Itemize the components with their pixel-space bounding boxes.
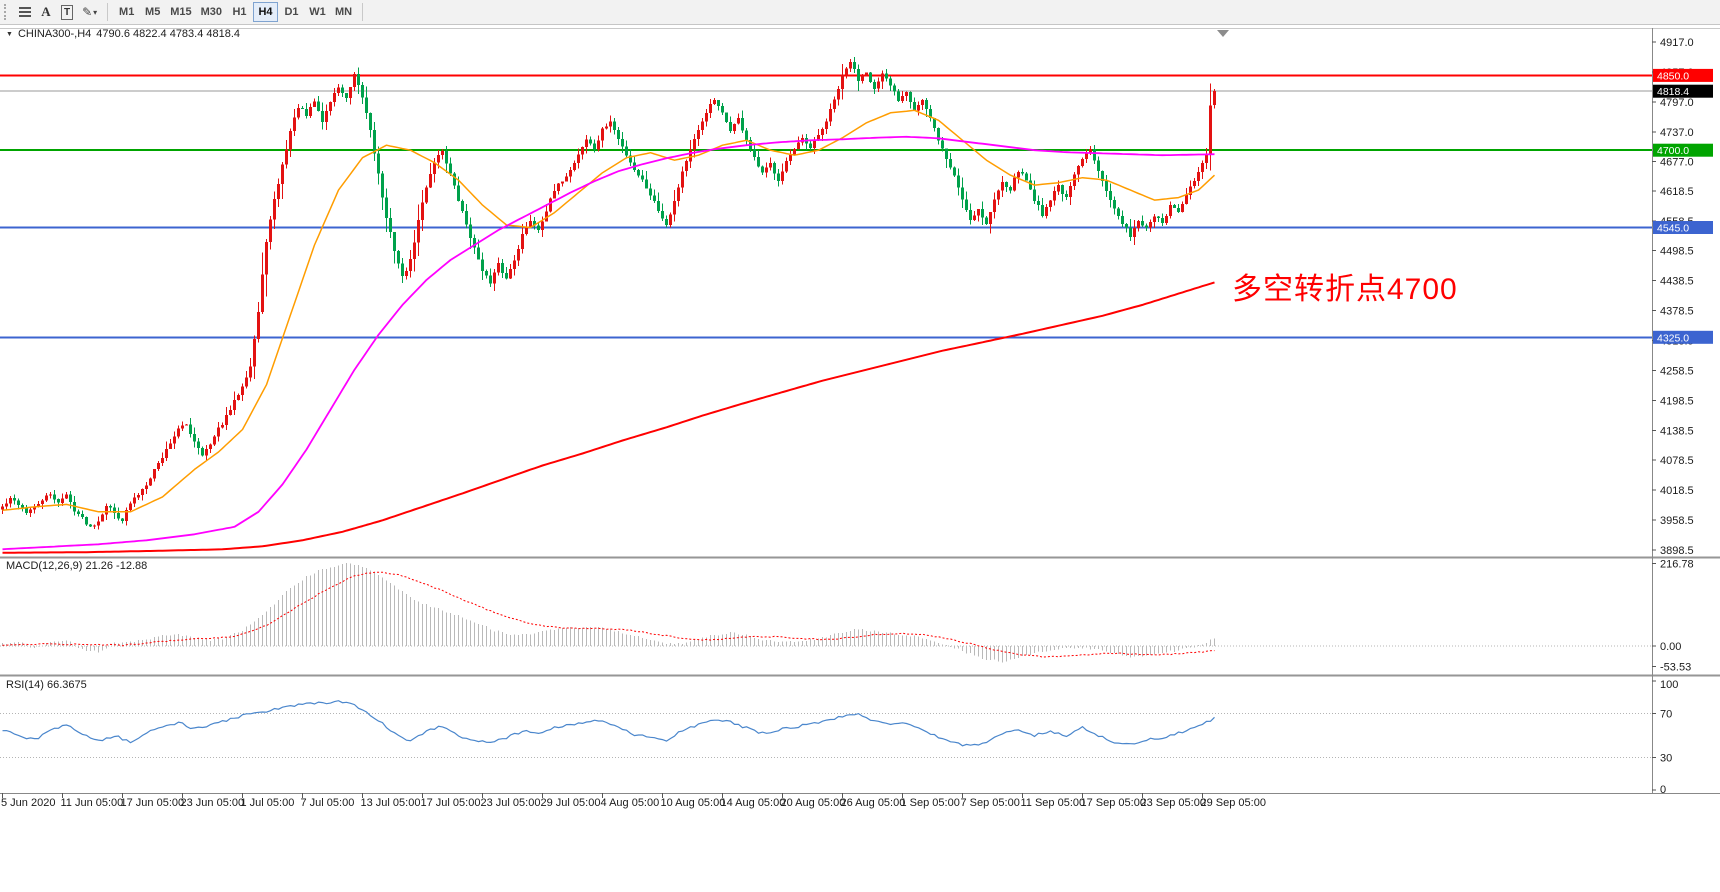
svg-text:216.78: 216.78 [1660, 559, 1694, 571]
axis-price-tag-4545.0: 4545.0 [1653, 221, 1713, 235]
text-label-tool-button[interactable]: T [57, 2, 77, 22]
timeframe-button-w1[interactable]: W1 [305, 2, 330, 22]
svg-text:100: 100 [1660, 679, 1678, 691]
svg-text:7 Sep 05:00: 7 Sep 05:00 [961, 797, 1020, 809]
svg-text:4325.0: 4325.0 [1657, 332, 1689, 344]
macd-signal-line [2, 571, 1215, 658]
svg-text:7 Jul 05:00: 7 Jul 05:00 [301, 797, 355, 809]
svg-text:13 Jul 05:00: 13 Jul 05:00 [361, 797, 421, 809]
list-icon [19, 7, 31, 17]
timeframe-button-mn[interactable]: MN [331, 2, 356, 22]
svg-text:3958.5: 3958.5 [1660, 515, 1694, 527]
chart-annotation-text[interactable]: 多空转折点4700 [1232, 273, 1458, 306]
line-styles-button[interactable]: ✎ ▾ [78, 2, 101, 22]
svg-text:30: 30 [1660, 752, 1672, 764]
pane-frame [0, 28, 1720, 794]
svg-text:4138.5: 4138.5 [1660, 425, 1694, 437]
macd-histogram [2, 563, 1215, 663]
timeframe-button-h1[interactable]: H1 [227, 2, 252, 22]
svg-text:1 Sep 05:00: 1 Sep 05:00 [901, 797, 960, 809]
rsi-line [2, 700, 1215, 747]
svg-text:4498.5: 4498.5 [1660, 246, 1694, 258]
axis-price-tag-4850.0: 4850.0 [1653, 68, 1713, 82]
price-level-lines[interactable] [0, 74, 1652, 339]
svg-text:4078.5: 4078.5 [1660, 455, 1694, 467]
svg-text:20 Aug 05:00: 20 Aug 05:00 [781, 797, 846, 809]
svg-text:17 Sep 05:00: 17 Sep 05:00 [1081, 797, 1146, 809]
axis-price-tag-4700.0: 4700.0 [1653, 143, 1713, 157]
ohlc-toggle-icon[interactable]: ▼ [6, 30, 13, 38]
svg-text:4258.5: 4258.5 [1660, 365, 1694, 377]
svg-text:0: 0 [1660, 784, 1666, 796]
svg-text:4850.0: 4850.0 [1657, 70, 1689, 82]
svg-text:23 Sep 05:00: 23 Sep 05:00 [1141, 797, 1206, 809]
svg-text:23 Jun 05:00: 23 Jun 05:00 [181, 797, 245, 809]
text-label-icon: T [61, 4, 74, 20]
svg-text:26 Aug 05:00: 26 Aug 05:00 [841, 797, 906, 809]
ma-slow-line[interactable] [2, 281, 1215, 554]
svg-text:4677.0: 4677.0 [1660, 157, 1694, 169]
ma-mid-line[interactable] [2, 135, 1215, 551]
timeframe-button-m30[interactable]: M30 [197, 2, 226, 22]
svg-text:23 Jul 05:00: 23 Jul 05:00 [481, 797, 541, 809]
svg-text:10 Aug 05:00: 10 Aug 05:00 [661, 797, 726, 809]
svg-text:4545.0: 4545.0 [1657, 223, 1689, 235]
symbol-period-label: CHINA300-,H4 [17, 28, 92, 40]
svg-text:11 Sep 05:00: 11 Sep 05:00 [1021, 797, 1086, 809]
timeframe-button-m15[interactable]: M15 [166, 2, 195, 22]
chart-symbol-header: ▼ CHINA300-,H4 4790.6 4822.4 4783.4 4818… [6, 28, 240, 40]
svg-text:-53.53: -53.53 [1660, 661, 1691, 673]
svg-text:29 Jul 05:00: 29 Jul 05:00 [541, 797, 601, 809]
svg-text:4 Aug 05:00: 4 Aug 05:00 [601, 797, 660, 809]
svg-text:4378.5: 4378.5 [1660, 306, 1694, 318]
svg-text:4917.0: 4917.0 [1660, 37, 1694, 49]
svg-text:4198.5: 4198.5 [1660, 395, 1694, 407]
svg-text:0.00: 0.00 [1660, 641, 1681, 653]
svg-text:4700.0: 4700.0 [1657, 145, 1689, 157]
svg-text:4737.0: 4737.0 [1660, 127, 1694, 139]
timeframe-button-m5[interactable]: M5 [140, 2, 165, 22]
chart-shift-marker[interactable] [1217, 30, 1229, 37]
rsi-indicator-label: RSI(14) 66.3675 [6, 679, 87, 691]
toolbar-divider-2 [362, 3, 364, 21]
text-a-icon: A [41, 4, 51, 19]
svg-text:29 Sep 05:00: 29 Sep 05:00 [1201, 797, 1266, 809]
ma-fast-line[interactable] [2, 109, 1216, 513]
svg-text:4018.5: 4018.5 [1660, 485, 1694, 497]
timeframe-button-h4[interactable]: H4 [253, 2, 278, 22]
chart-canvas[interactable]: 4917.04857.04797.04737.04677.04618.54558… [0, 25, 1720, 892]
text-tool-button[interactable]: A [36, 2, 56, 22]
macd-indicator-label: MACD(12,26,9) 21.26 -12.88 [6, 560, 148, 572]
chevron-down-icon: ▾ [93, 7, 98, 17]
svg-text:17 Jun 05:00: 17 Jun 05:00 [121, 797, 185, 809]
charts-list-button[interactable] [15, 2, 35, 22]
svg-text:70: 70 [1660, 709, 1672, 721]
toolbar-grip[interactable] [4, 4, 10, 20]
toolbar-divider [107, 3, 109, 21]
price-axis[interactable]: 4917.04857.04797.04737.04677.04618.54558… [1652, 37, 1694, 796]
svg-text:5 Jun 2020: 5 Jun 2020 [1, 797, 55, 809]
svg-text:11 Jun 05:00: 11 Jun 05:00 [61, 797, 124, 809]
svg-text:4438.5: 4438.5 [1660, 276, 1694, 288]
axis-price-tag-4325.0: 4325.0 [1653, 330, 1713, 344]
pencil-icon: ✎ [82, 5, 93, 19]
ohlc-values: 4790.6 4822.4 4783.4 4818.4 [96, 28, 241, 40]
svg-text:4797.0: 4797.0 [1660, 97, 1694, 109]
svg-text:17 Jul 05:00: 17 Jul 05:00 [421, 797, 481, 809]
timeframe-button-d1[interactable]: D1 [279, 2, 304, 22]
svg-text:3898.5: 3898.5 [1660, 545, 1694, 557]
current-price-tag: 4818.4 [1653, 84, 1713, 98]
toolbar: A T ✎ ▾ M1 M5 M15 M30 H1 H4 D1 W1 MN [0, 0, 1720, 25]
svg-text:14 Aug 05:00: 14 Aug 05:00 [721, 797, 786, 809]
svg-text:4618.5: 4618.5 [1660, 186, 1694, 198]
timeframe-button-m1[interactable]: M1 [114, 2, 139, 22]
candlestick-series [1, 57, 1216, 530]
svg-text:4818.4: 4818.4 [1657, 86, 1689, 98]
svg-text:1 Jul 05:00: 1 Jul 05:00 [241, 797, 295, 809]
